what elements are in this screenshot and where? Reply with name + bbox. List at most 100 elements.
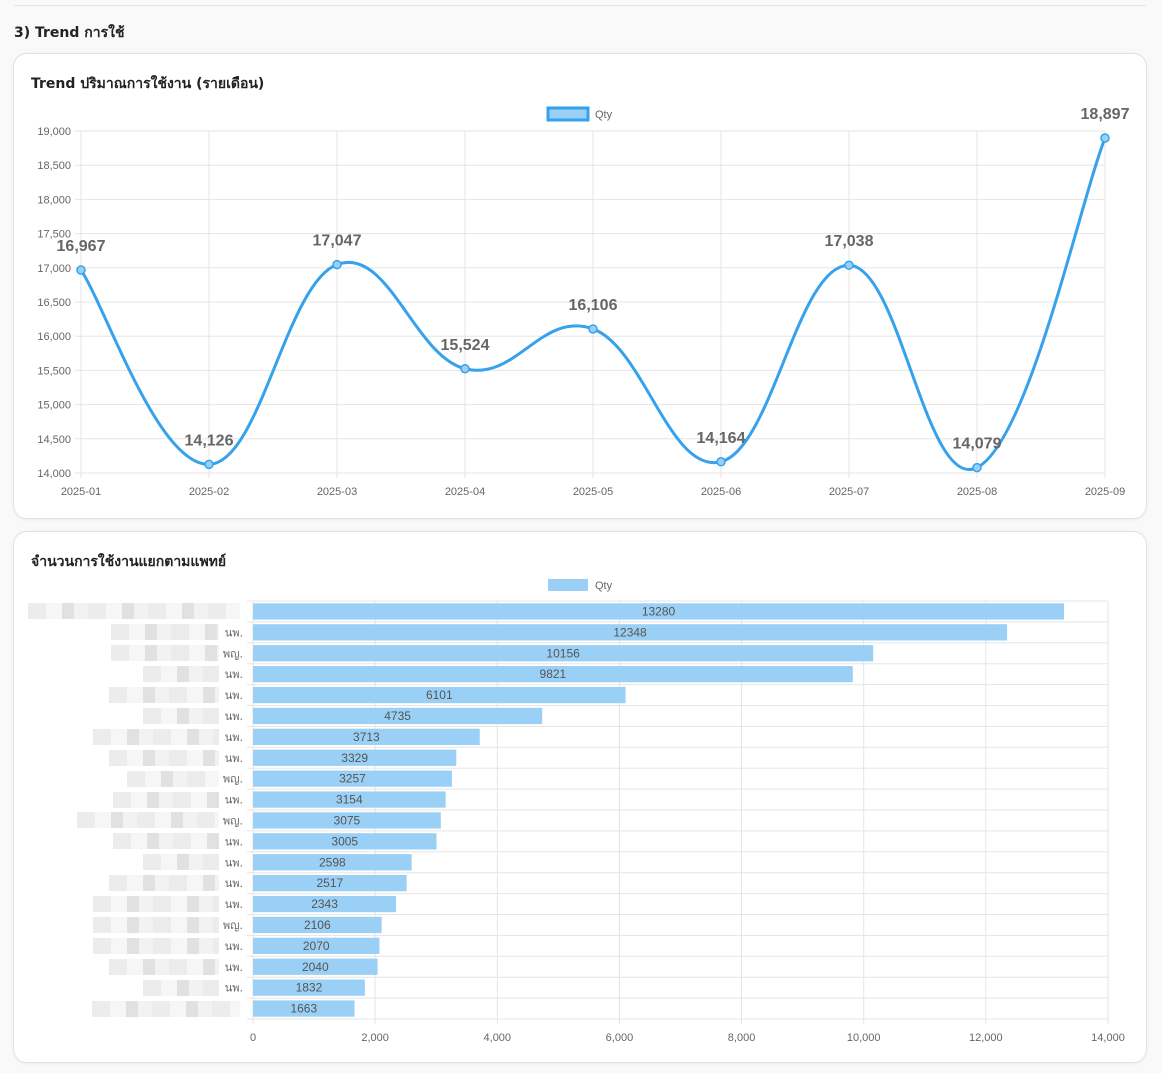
x-tick-label: 6,000	[606, 1032, 634, 1044]
bar	[253, 665, 853, 683]
category-label: พญ.	[223, 919, 243, 932]
category-label: นพ.	[225, 877, 243, 890]
x-tick-label: 8,000	[728, 1032, 756, 1044]
redacted-name-block	[28, 603, 240, 620]
trend-card: Trend ปริมาณการใช้งาน (รายเดือน) 14,000 1…	[13, 53, 1147, 519]
x-tick-label: 2025-09	[1085, 486, 1125, 498]
redacted-name-block	[109, 749, 219, 766]
category-label: นพ.	[225, 835, 243, 848]
bar	[253, 916, 382, 934]
legend-swatch	[546, 106, 590, 122]
bar-value-label: 3329	[341, 751, 368, 765]
redacted-name-block	[77, 812, 219, 829]
bar	[253, 1000, 355, 1017]
x-tick-label: 4,000	[484, 1032, 512, 1044]
category-label: นพ.	[225, 961, 243, 974]
bar-value-label: 3154	[336, 793, 363, 807]
bar	[253, 874, 407, 892]
y-tick-label: 18,500	[37, 160, 71, 172]
y-tick-label: 17,500	[37, 229, 71, 241]
data-label: 14,126	[185, 432, 234, 449]
bar	[253, 854, 412, 871]
y-tick-label: 14,500	[37, 434, 71, 446]
bar-value-label: 6101	[426, 688, 453, 702]
data-point	[844, 260, 854, 270]
x-tick-label: 10,000	[847, 1032, 881, 1044]
x-tick-label: 14,000	[1091, 1032, 1125, 1044]
data-point	[972, 462, 982, 473]
x-tick-label: 2025-08	[957, 486, 997, 498]
redacted-name-block	[143, 707, 219, 724]
bar-value-label: 4735	[384, 709, 411, 723]
redacted-name-block	[143, 666, 219, 683]
doctor-card-title: จำนวนการใช้งานแยกตามแพทย์	[31, 554, 227, 570]
legend: Qty	[548, 579, 613, 592]
x-tick-label: 2025-03	[317, 486, 357, 498]
bar	[253, 895, 397, 913]
bar	[253, 833, 437, 850]
redacted-name-block	[93, 937, 219, 954]
redacted-name-block	[143, 979, 219, 996]
series-line-qty	[79, 137, 1107, 472]
redacted-name-block	[93, 916, 219, 933]
data-label: 17,038	[825, 233, 874, 250]
bar-value-label: 2040	[302, 960, 329, 974]
trend-card-title: Trend ปริมาณการใช้งาน (รายเดือน)	[31, 76, 265, 92]
data-label: 18,897	[1081, 106, 1130, 123]
bar-value-label: 2598	[319, 855, 346, 869]
data-point	[1100, 133, 1110, 143]
redacted-name-block	[93, 896, 219, 913]
x-tick-label: 12,000	[969, 1032, 1003, 1044]
x-tick-label: 0	[250, 1032, 256, 1044]
bar-value-label: 10156	[546, 646, 580, 660]
data-label: 16,106	[569, 297, 618, 314]
redacted-name-block	[92, 1000, 240, 1017]
bar	[253, 645, 874, 662]
y-tick-label: 15,000	[37, 400, 71, 412]
legend-label: Qty	[595, 109, 613, 121]
category-label: นพ.	[225, 668, 243, 681]
data-point	[76, 265, 86, 275]
bar	[253, 770, 452, 787]
data-label: 17,047	[313, 233, 362, 250]
bar	[253, 958, 378, 975]
bar-value-label: 1663	[290, 1002, 317, 1016]
bar-value-label: 12348	[613, 625, 647, 639]
y-tick-label: 16,000	[37, 331, 71, 343]
doctor-bar-chart: Qty 0 2,000 4,000 6,000 8,000 10,000 12,000 14,0…	[223, 579, 1125, 1044]
category-label: นพ.	[225, 626, 243, 639]
data-point	[588, 324, 598, 334]
category-label: นพ.	[225, 898, 243, 911]
redacted-name-block	[127, 770, 219, 787]
category-label: พญ.	[223, 647, 243, 660]
y-tick-label: 14,000	[37, 468, 71, 480]
bar	[253, 603, 1065, 620]
data-label: 15,524	[441, 337, 490, 354]
bar-value-label: 3257	[339, 772, 366, 786]
data-point	[716, 457, 726, 467]
category-label: นพ.	[225, 794, 243, 807]
data-point	[460, 364, 470, 374]
data-label: 14,079	[953, 436, 1002, 453]
category-label: พญ.	[223, 814, 243, 827]
bar-value-label: 2070	[303, 939, 330, 953]
bar	[253, 937, 380, 955]
doctor-card: จำนวนการใช้งานแยกตามแพทย์ Qty 0 2,000 4,000…	[13, 531, 1147, 1063]
bar-value-label: 1832	[296, 981, 323, 995]
category-label: นพ.	[225, 982, 243, 995]
legend-label: Qty	[595, 580, 613, 592]
data-point	[204, 459, 214, 470]
bar-value-label: 3075	[334, 813, 361, 827]
x-tick-label: 2025-04	[445, 486, 485, 498]
bar-value-label: 3005	[331, 834, 358, 848]
bar-value-label: 2517	[317, 876, 344, 890]
bar-value-label: 3713	[353, 730, 380, 744]
x-tick-label: 2025-07	[829, 486, 869, 498]
bar	[253, 728, 480, 746]
legend: Qty	[546, 106, 613, 122]
bar	[253, 979, 365, 996]
y-tick-label: 17,000	[37, 263, 71, 275]
data-label: 14,164	[697, 430, 746, 447]
y-tick-label: 15,500	[37, 365, 71, 377]
bar	[253, 791, 446, 808]
